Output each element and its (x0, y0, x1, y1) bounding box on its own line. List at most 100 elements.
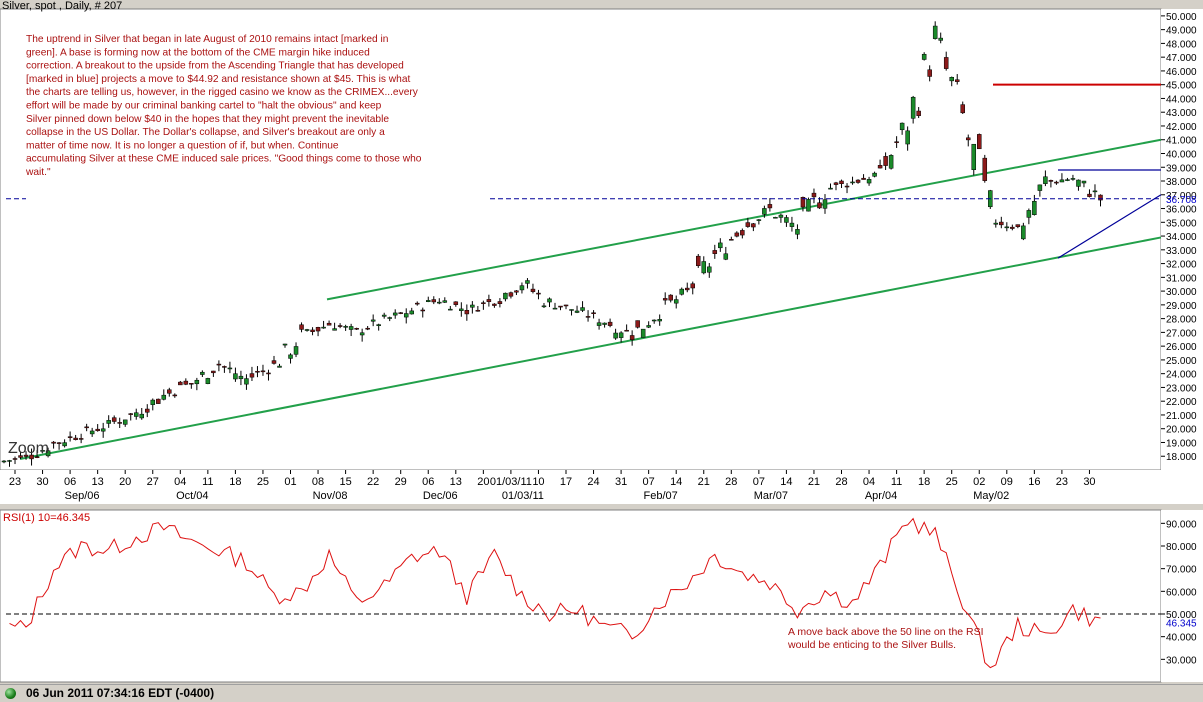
candle-body (1015, 224, 1021, 227)
x-tick-label: 06 (422, 476, 434, 488)
candle-body (183, 380, 189, 385)
candle-body (437, 301, 442, 304)
price-tick-label: 23.000 (1166, 383, 1197, 394)
candle-body (899, 122, 905, 131)
chart-title: Silver, spot , Daily, # 207 (2, 0, 122, 12)
candle-body (376, 324, 381, 326)
candle-body (51, 441, 56, 444)
candle-body (172, 394, 178, 397)
candle-body (800, 197, 806, 208)
rsi-annotation: A move back above the 50 line on the RSI… (787, 626, 984, 651)
zoom-label[interactable]: Zoom (8, 440, 49, 457)
candle-body (464, 310, 470, 315)
price-tick-label: 47.000 (1166, 53, 1197, 64)
candle-body (1010, 226, 1015, 229)
candle-body (354, 328, 359, 330)
candle-body (536, 292, 541, 295)
candle-body (844, 185, 850, 188)
candle-body (596, 322, 602, 326)
candle-body (1081, 180, 1087, 184)
candle-body (668, 294, 673, 301)
candle-body (624, 329, 629, 332)
price-y-axis: 18.000 19.000 20.000 21.000 22.000 23.000 24.0… (1161, 12, 1197, 463)
candle-body (67, 436, 73, 438)
candle-body (817, 202, 822, 209)
candle-body (932, 25, 938, 39)
rsi-line (9, 517, 1101, 669)
x-tick-label: 02 (973, 476, 985, 488)
candle-body (767, 204, 773, 209)
price-tick-label: 36.000 (1166, 205, 1197, 216)
candle-body (839, 180, 844, 184)
uptrend-lower-line (19, 236, 1162, 460)
candle-body (503, 292, 508, 300)
candlesticks (1, 21, 1103, 467)
x-tick-label: 28 (835, 476, 847, 488)
x-tick-label: 14 (670, 476, 682, 488)
candle-body (381, 314, 387, 317)
candle-body (40, 450, 45, 452)
candle-body (150, 399, 156, 405)
candle-body (492, 303, 497, 306)
x-month-label: May/02 (973, 490, 1009, 502)
candle-body (723, 253, 729, 260)
candle-body (481, 302, 486, 304)
x-tick-label: 20 (119, 476, 131, 488)
candle-body (189, 382, 194, 385)
candle-body (23, 454, 29, 457)
annotation-line: collapse in the US Dollar. The Dollar's … (26, 127, 385, 138)
candle-body (156, 398, 161, 404)
candle-body (729, 239, 734, 241)
rsi-title: RSI(1) 10=46.345 (3, 512, 90, 524)
candle-body (618, 332, 624, 338)
candle-body (288, 354, 293, 359)
rsi-panel (0, 509, 1162, 683)
candle-body (828, 187, 833, 190)
candle-body (1, 460, 7, 463)
price-tick-label: 49.000 (1166, 26, 1197, 37)
candle-body (910, 96, 916, 119)
candle-body (888, 155, 894, 169)
candle-body (299, 324, 304, 330)
annotation-line: accumulating Silver at these CME induced… (26, 154, 422, 165)
candle-body (277, 365, 282, 368)
candle-body (877, 165, 883, 169)
candle-body (89, 430, 95, 435)
annotation-line: effort will be made by our criminal bank… (26, 101, 382, 112)
x-tick-label: 17 (560, 476, 572, 488)
candle-body (1037, 184, 1043, 191)
candle-body (1092, 190, 1098, 193)
candle-body (161, 394, 167, 400)
candle-body (255, 370, 260, 373)
price-tick-label: 46.000 (1166, 67, 1197, 78)
price-tick-label: 35.000 (1166, 218, 1197, 229)
x-tick-label: 09 (1001, 476, 1013, 488)
candle-body (1004, 226, 1010, 229)
candle-body (938, 37, 943, 41)
candle-body (178, 381, 183, 386)
x-tick-label: 25 (946, 476, 958, 488)
candle-body (1065, 179, 1070, 181)
connection-status-icon (5, 688, 16, 699)
x-month-label: Mar/07 (754, 490, 788, 502)
candle-body (348, 326, 354, 330)
candle-body (607, 321, 613, 326)
candle-body (591, 312, 596, 314)
candle-body (861, 177, 866, 180)
rsi-y-axis: 30.000 40.000 50.000 60.000 70.000 80.000 90.0… (1161, 519, 1197, 666)
candle-body (541, 305, 547, 308)
candle-body (613, 332, 618, 339)
x-tick-label: 13 (450, 476, 462, 488)
candle-body (387, 317, 392, 319)
price-tick-label: 32.000 (1166, 260, 1197, 271)
candle-body (266, 372, 271, 375)
candle-body (392, 312, 398, 316)
candle-body (745, 222, 751, 227)
x-tick-label: 30 (36, 476, 48, 488)
candle-body (84, 426, 89, 429)
candle-body (921, 53, 927, 60)
candle-body (128, 413, 133, 415)
candle-body (271, 360, 277, 364)
x-tick-label: 22 (367, 476, 379, 488)
rsi-annotation-line: would be enticing to the Silver Bulls. (787, 639, 956, 651)
